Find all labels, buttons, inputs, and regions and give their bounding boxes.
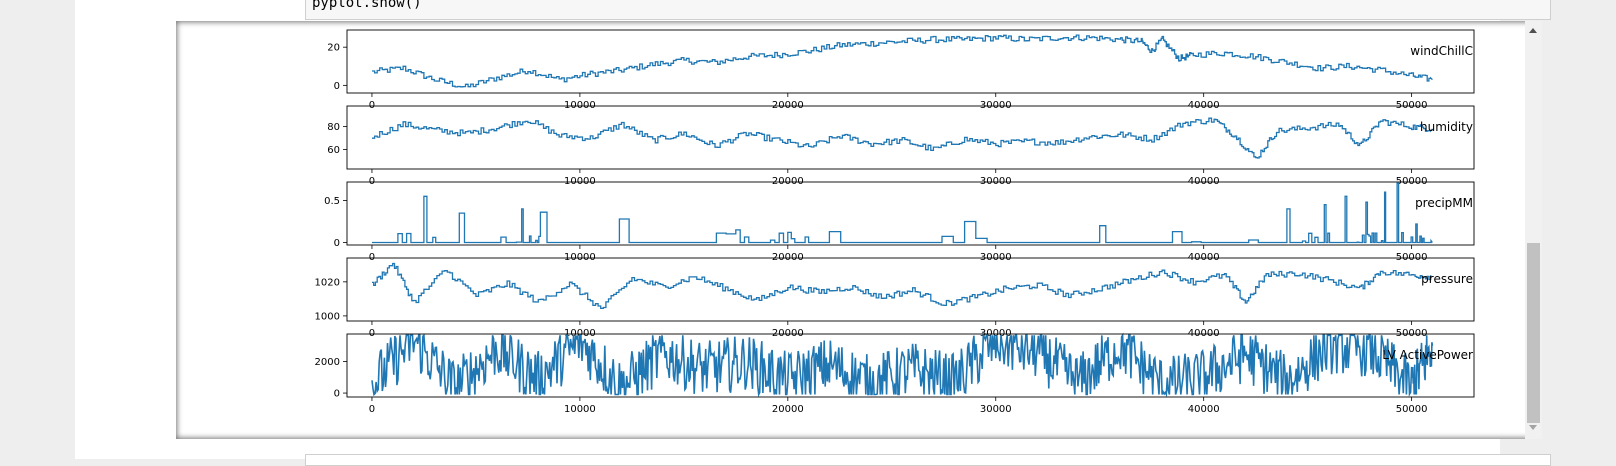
series-line: [372, 262, 1433, 310]
x-tick-label: 20000: [772, 176, 804, 187]
y-tick-label: 0: [334, 81, 340, 92]
x-tick-label: 50000: [1396, 100, 1428, 111]
series-line: [372, 34, 1433, 88]
output-area[interactable]: 0 10000 20000 30000 40000 50000 0 20 windChillC 0…: [176, 21, 1542, 439]
x-tick-label: 40000: [1188, 252, 1220, 263]
x-tick-label: 10000: [564, 100, 596, 111]
x-tick-label: 40000: [1188, 100, 1220, 111]
x-tick-label: 40000: [1188, 404, 1220, 415]
x-tick-label: 30000: [980, 404, 1012, 415]
scroll-up-arrow-icon[interactable]: [1529, 28, 1537, 33]
y-tick-label: 0: [334, 389, 340, 400]
y-tick-label: 60: [327, 145, 340, 156]
series-line: [372, 117, 1433, 159]
subplot-title: precipMM: [1415, 196, 1473, 210]
x-tick-label: 10000: [564, 252, 596, 263]
x-tick-label: 50000: [1396, 404, 1428, 415]
x-tick-label: 10000: [564, 328, 596, 339]
x-tick-label: 50000: [1396, 328, 1428, 339]
y-tick-label: 1020: [315, 277, 340, 288]
x-tick-label: 30000: [980, 100, 1012, 111]
scroll-down-arrow-icon[interactable]: [1529, 425, 1537, 430]
y-tick-label: 1000: [315, 311, 340, 322]
x-tick-label: 10000: [564, 404, 596, 415]
subplot-3: 0 10000 20000 30000 40000 50000 0 0.5 precipMM: [324, 181, 1475, 263]
subplot-5: 0 10000 20000 30000 40000 50000 0 2000 LV Active…: [315, 332, 1475, 415]
y-tick-label: 20: [327, 43, 340, 54]
subplot-title: humidity: [1420, 120, 1473, 134]
x-tick-label: 50000: [1396, 252, 1428, 263]
x-tick-label: 30000: [980, 252, 1012, 263]
output-scrollbar[interactable]: [1525, 21, 1542, 439]
x-tick-label: 40000: [1188, 176, 1220, 187]
scrollbar-thumb[interactable]: [1527, 243, 1540, 423]
subplot-2: 0 10000 20000 30000 40000 50000 60 80 humidity: [327, 105, 1475, 187]
y-tick-label: 80: [327, 122, 340, 133]
code-line: pyplot.show(): [312, 0, 422, 11]
next-code-cell[interactable]: [305, 454, 1551, 466]
subplot-title: windChillC: [1410, 44, 1473, 58]
x-tick-label: 20000: [772, 100, 804, 111]
series-line: [372, 182, 1433, 244]
x-tick-label: 0: [369, 100, 375, 111]
x-tick-label: 40000: [1188, 328, 1220, 339]
series-line: [371, 332, 1434, 398]
axes-frame: [346, 181, 1475, 246]
y-tick-label: 0: [334, 238, 340, 249]
x-tick-label: 0: [369, 252, 375, 263]
axes-frame: [346, 105, 1475, 170]
x-tick-label: 10000: [564, 176, 596, 187]
y-tick-label: 0.5: [324, 196, 340, 207]
subplot-1: 0 10000 20000 30000 40000 50000 0 20 windChillC: [327, 29, 1475, 111]
y-tick-label: 2000: [315, 357, 340, 368]
x-tick-label: 30000: [980, 176, 1012, 187]
notebook-page: pyplot.show() 0 10000 20000 30000 40000 50000…: [75, 0, 1551, 466]
subplot-4: 0 10000 20000 30000 40000 50000 1000 1020 pressu…: [315, 257, 1475, 339]
code-cell[interactable]: pyplot.show(): [305, 0, 1551, 20]
x-tick-label: 20000: [772, 404, 804, 415]
x-tick-label: 0: [369, 176, 375, 187]
x-tick-label: 0: [369, 404, 375, 415]
subplot-title: pressure: [1421, 272, 1473, 286]
x-tick-label: 20000: [772, 328, 804, 339]
x-tick-label: 0: [369, 328, 375, 339]
axes-frame: [346, 29, 1475, 94]
axes-frame: [346, 333, 1475, 398]
x-tick-label: 30000: [980, 328, 1012, 339]
axes-frame: [346, 257, 1475, 322]
subplot-title: LV ActivePower: [1382, 348, 1473, 362]
x-tick-label: 20000: [772, 252, 804, 263]
x-tick-label: 50000: [1396, 176, 1428, 187]
